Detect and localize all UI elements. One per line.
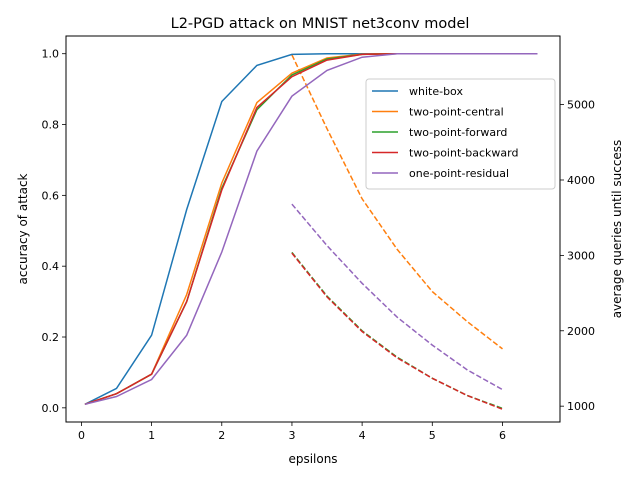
plot-lines xyxy=(84,52,538,410)
queries-line-two-point-backward xyxy=(291,252,503,410)
queries-line-two-point-forward xyxy=(291,251,503,410)
y-tick-label: 0.6 xyxy=(42,189,60,202)
queries-line-two-point-central xyxy=(291,54,503,350)
legend-label: one-point-residual xyxy=(409,167,509,180)
y-axis-left: 0.0 0.2 0.4 0.6 0.8 1.0 xyxy=(42,48,66,415)
y2-tick-label: 2000 xyxy=(567,325,595,338)
y-tick-label: 1.0 xyxy=(42,48,60,61)
legend-label: two-point-central xyxy=(409,106,504,119)
chart-title: L2-PGD attack on MNIST net3conv model xyxy=(171,16,470,32)
accuracy-line-one-point-residual xyxy=(84,52,538,406)
legend: white-box two-point-central two-point-forw… xyxy=(365,78,556,190)
x-tick-label: 3 xyxy=(288,429,295,442)
legend-label: white-box xyxy=(409,85,463,98)
legend-label: two-point-backward xyxy=(409,147,518,160)
x-tick-label: 1 xyxy=(148,429,155,442)
x-axis-label: epsilons xyxy=(288,452,337,466)
x-tick-label: 2 xyxy=(218,429,225,442)
y2-tick-label: 3000 xyxy=(567,249,595,262)
y-axis-label: accuracy of attack xyxy=(16,173,30,284)
x-tick-label: 0 xyxy=(78,429,85,442)
y2-tick-label: 5000 xyxy=(567,99,595,112)
y-tick-label: 0.0 xyxy=(42,402,60,415)
y-tick-label: 0.2 xyxy=(42,331,60,344)
y2-axis-label: average queries until success xyxy=(610,140,624,319)
x-axis: 0 1 2 3 4 5 6 xyxy=(78,422,506,442)
y2-tick-label: 1000 xyxy=(567,400,595,413)
x-tick-label: 6 xyxy=(499,429,506,442)
y-axis-right: 1000 2000 3000 4000 5000 xyxy=(559,36,595,422)
y-tick-label: 0.8 xyxy=(42,119,60,132)
x-tick-label: 5 xyxy=(429,429,436,442)
x-tick-label: 4 xyxy=(359,429,366,442)
y2-tick-label: 4000 xyxy=(567,174,595,187)
y-tick-label: 0.4 xyxy=(42,260,60,273)
legend-box xyxy=(365,78,556,190)
legend-label: two-point-forward xyxy=(409,126,507,139)
queries-line-one-point-residual xyxy=(291,203,503,391)
